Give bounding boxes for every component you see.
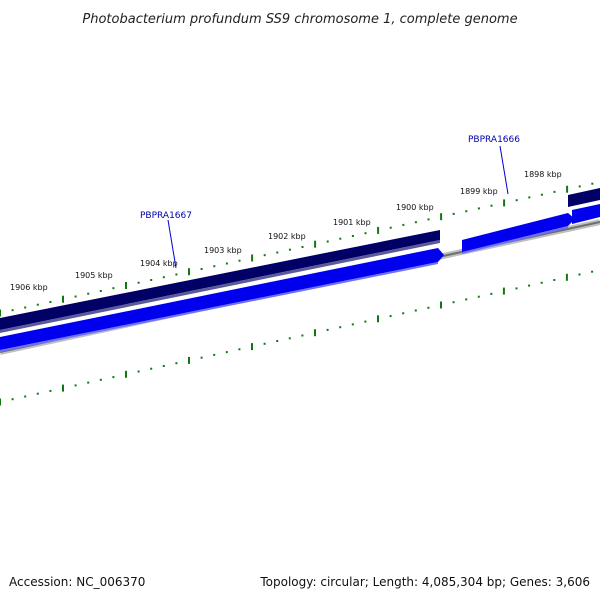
gene-feature-reverse-3[interactable] — [572, 204, 600, 224]
gene-feature-forward-2[interactable] — [568, 188, 600, 207]
gene-label-group[interactable]: PBPRA1666 — [468, 135, 520, 195]
gene-label[interactable]: PBPRA1667 — [140, 211, 192, 221]
upper-tick-scale — [0, 182, 594, 317]
tick-label: 1905 kbp — [75, 271, 113, 280]
tick-label: 1900 kbp — [396, 203, 434, 212]
lower-tick-scale — [0, 270, 594, 406]
gene-label[interactable]: PBPRA1666 — [468, 135, 520, 145]
tick-label: 1904 kbp — [140, 259, 178, 268]
gene-labels: PBPRA1667 PBPRA1666 — [140, 135, 520, 269]
tick-label: 1906 kbp — [10, 283, 48, 292]
gene-label-group[interactable]: PBPRA1667 — [140, 211, 192, 269]
map-title: Photobacterium profundum SS9 chromosome … — [82, 12, 517, 27]
gene-feature-forward-1[interactable] — [0, 230, 440, 330]
tick-labels: 1906 kbp 1905 kbp 1904 kbp 1903 kbp 1902… — [10, 170, 562, 292]
gene-feature-reverse-2[interactable] — [462, 213, 575, 252]
reverse-gene-track — [0, 204, 600, 352]
tick-label: 1898 kbp — [524, 170, 562, 179]
tick-label: 1899 kbp — [460, 187, 498, 196]
genome-summary-text: Topology: circular; Length: 4,085,304 bp… — [259, 575, 590, 589]
tick-label: 1903 kbp — [204, 246, 242, 255]
gene-feature-reverse-1[interactable] — [0, 248, 444, 350]
tick-label: 1901 kbp — [333, 218, 371, 227]
tick-label: 1902 kbp — [268, 232, 306, 241]
accession-text: Accession: NC_006370 — [9, 575, 145, 589]
forward-gene-track — [0, 188, 600, 333]
